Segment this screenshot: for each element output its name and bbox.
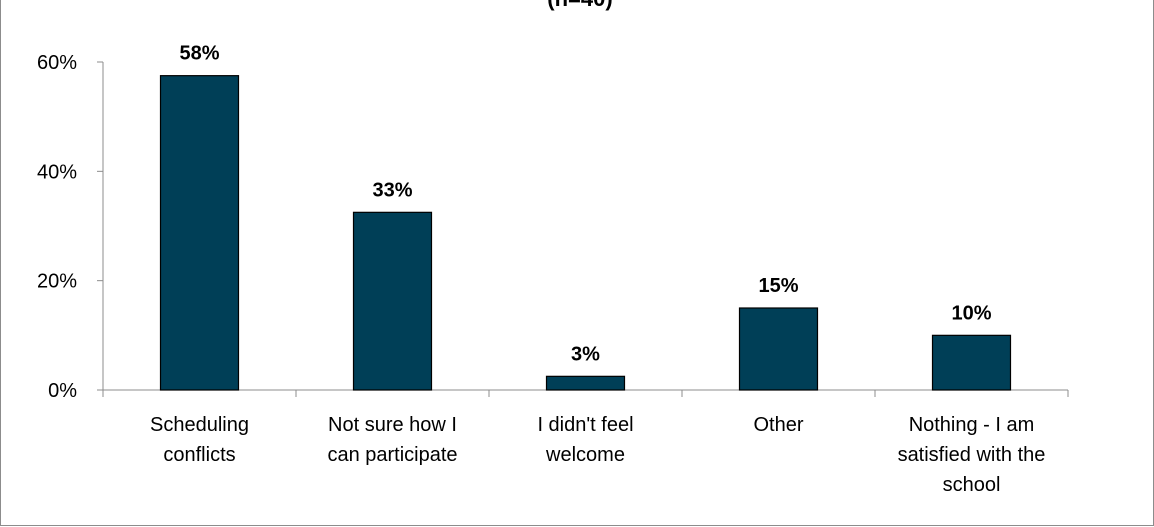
bar [738, 307, 819, 391]
category-label-line: can participate [327, 444, 457, 466]
category-label: Other [753, 414, 803, 436]
chart-title-layer: (n=40) [547, 0, 612, 11]
category-label: I didn't feel welcome [537, 414, 633, 466]
bar [159, 75, 240, 391]
category-label-line: Other [753, 414, 803, 436]
y-tick-label: 0% [48, 380, 77, 402]
bar [545, 375, 626, 391]
data-label: 15% [758, 275, 798, 297]
y-tick-label: 40% [37, 161, 77, 183]
bar [931, 334, 1012, 391]
chart-title-fragment: (n=40) [547, 0, 612, 11]
category-label-line: Not sure how I [328, 414, 457, 436]
data-label: 33% [372, 179, 412, 201]
category-label: Nothing - I am satisfied with the school [898, 414, 1046, 496]
category-label-line: I didn't feel [537, 414, 633, 436]
category-label-line: satisfied with the [898, 444, 1046, 466]
category-label-line: conflicts [163, 444, 235, 466]
category-label-line: Nothing - I am [909, 414, 1035, 436]
data-label: 58% [179, 43, 219, 65]
data-label: 3% [571, 343, 600, 365]
bar-layer [159, 75, 1012, 391]
y-tick-label: 20% [37, 271, 77, 293]
category-label-line: Scheduling [150, 414, 249, 436]
category-label: Not sure how I can participate [327, 414, 457, 466]
category-label-line: welcome [545, 444, 625, 466]
axis-layer: 0% 20% 40% 60% [37, 52, 1069, 402]
bar [352, 211, 433, 391]
category-label: Scheduling conflicts [150, 414, 249, 466]
y-tick-label: 60% [37, 52, 77, 74]
category-label-line: school [943, 474, 1001, 496]
label-layer: 58% Scheduling conflicts 33% Not sure how I c… [150, 43, 1045, 496]
data-label: 10% [951, 302, 991, 324]
